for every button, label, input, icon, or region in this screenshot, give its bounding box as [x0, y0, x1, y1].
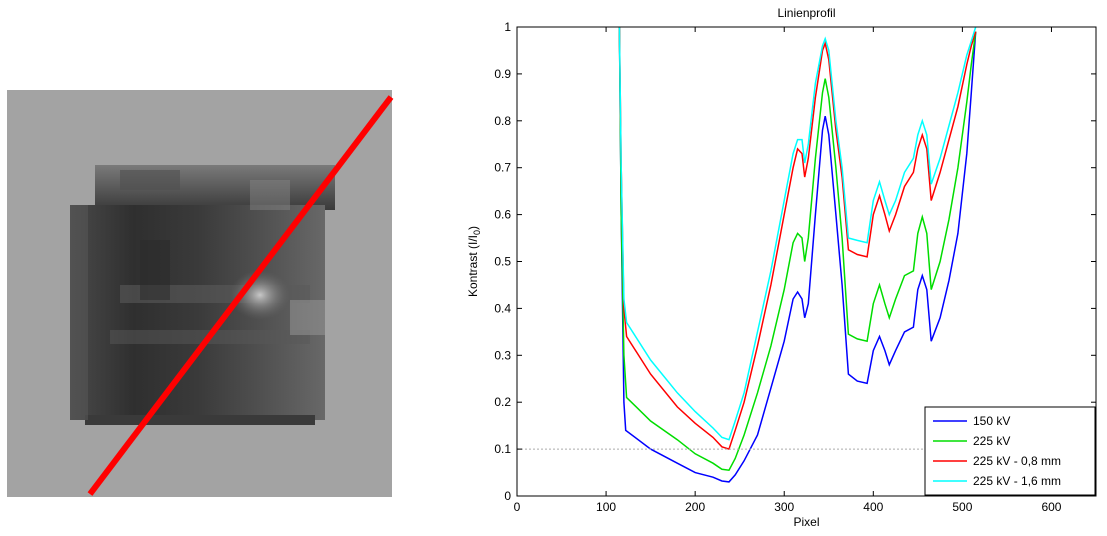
y-axis-label-sub: 0 — [472, 230, 482, 235]
y-tick-label: 0.5 — [494, 255, 511, 269]
y-tick-label: 1 — [504, 20, 511, 34]
line-profile-chart: Linienprofil 0 100 200 300 400 500 600 0 0.1 0.2 0… — [410, 0, 1107, 531]
x-tick-label: 0 — [514, 500, 521, 514]
series-line-1 — [618, 26, 977, 472]
series-line-0 — [618, 26, 977, 483]
legend: 150 kV 225 kV 225 kV - 0,8 mm 225 kV - 1,6 … — [924, 406, 1096, 496]
y-tick-label: 0.6 — [494, 208, 511, 222]
legend-entry: 225 kV — [973, 434, 1010, 448]
x-tick-label: 500 — [952, 500, 972, 514]
y-tick-label: 0.2 — [494, 395, 511, 409]
series-line-3 — [618, 26, 977, 441]
ticks-layer: 0 100 200 300 400 500 600 0 0.1 0.2 0.3 0.4 0.5 0.6 0.… — [494, 20, 1096, 514]
y-tick-label: 0.1 — [494, 442, 511, 456]
profile-line — [87, 95, 394, 496]
y-tick-label: 0.7 — [494, 161, 511, 175]
x-tick-label: 600 — [1041, 500, 1061, 514]
ct-image-panel — [0, 0, 410, 531]
scanned-object — [70, 165, 335, 425]
x-tick-label: 400 — [863, 500, 883, 514]
legend-entry: 225 kV - 0,8 mm — [973, 454, 1061, 468]
chart-title: Linienprofil — [777, 6, 835, 20]
y-tick-label: 0.4 — [494, 301, 511, 315]
y-axis-label-main: Kontrast (I/I — [466, 235, 480, 297]
series-line-2 — [618, 26, 977, 451]
y-tick-label: 0.8 — [494, 114, 511, 128]
y-tick-label: 0.9 — [494, 67, 511, 81]
y-tick-label: 0.3 — [494, 348, 511, 362]
series-layer — [618, 26, 977, 483]
y-tick-label: 0 — [504, 489, 511, 503]
x-tick-label: 300 — [774, 500, 794, 514]
y-axis-label: Kontrast (I/I0) — [466, 226, 482, 297]
x-axis-label: Pixel — [793, 515, 819, 529]
legend-entry: 225 kV - 1,6 mm — [973, 474, 1061, 488]
x-tick-label: 200 — [685, 500, 705, 514]
x-tick-label: 100 — [596, 500, 616, 514]
y-axis-label-end: ) — [466, 226, 480, 230]
chart-svg: Linienprofil 0 100 200 300 400 500 60000.10.20… — [466, 6, 1097, 529]
legend-entry: 150 kV — [973, 414, 1010, 428]
ct-image — [7, 90, 394, 497]
